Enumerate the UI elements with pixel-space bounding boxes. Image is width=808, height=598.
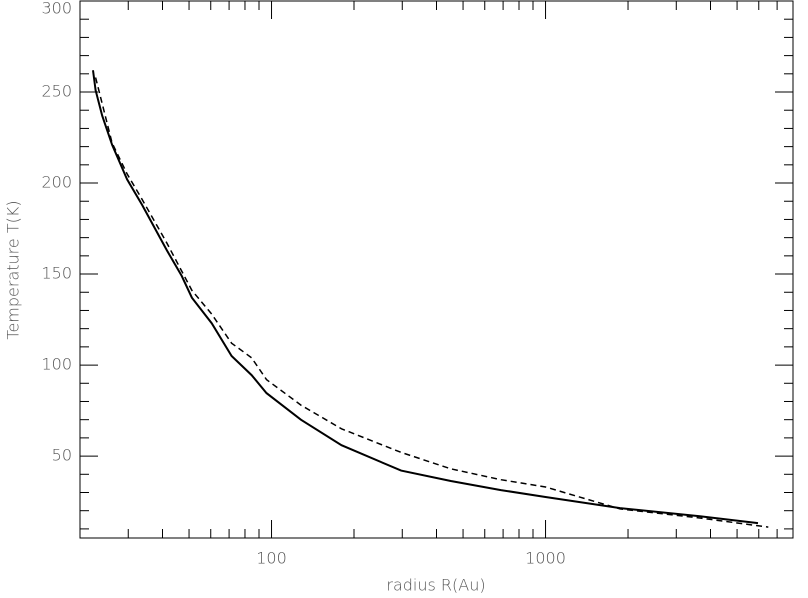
y-tick-label: 150 — [41, 264, 72, 283]
y-tick-label: 100 — [41, 355, 72, 374]
x-tick-label: 1000 — [525, 549, 566, 568]
y-tick-label: 200 — [41, 173, 72, 192]
y-tick-label: 300 — [41, 0, 72, 18]
plot-frame — [79, 0, 794, 539]
y-tick-label: 50 — [52, 446, 72, 465]
x-tick-label: 100 — [256, 549, 287, 568]
y-tick-label: 250 — [41, 82, 72, 101]
y-axis-label: Temperature T(K) — [4, 200, 23, 339]
dashed-line — [94, 77, 769, 528]
x-axis-label: radius R(Au) — [386, 576, 485, 595]
solid-line — [92, 70, 759, 525]
